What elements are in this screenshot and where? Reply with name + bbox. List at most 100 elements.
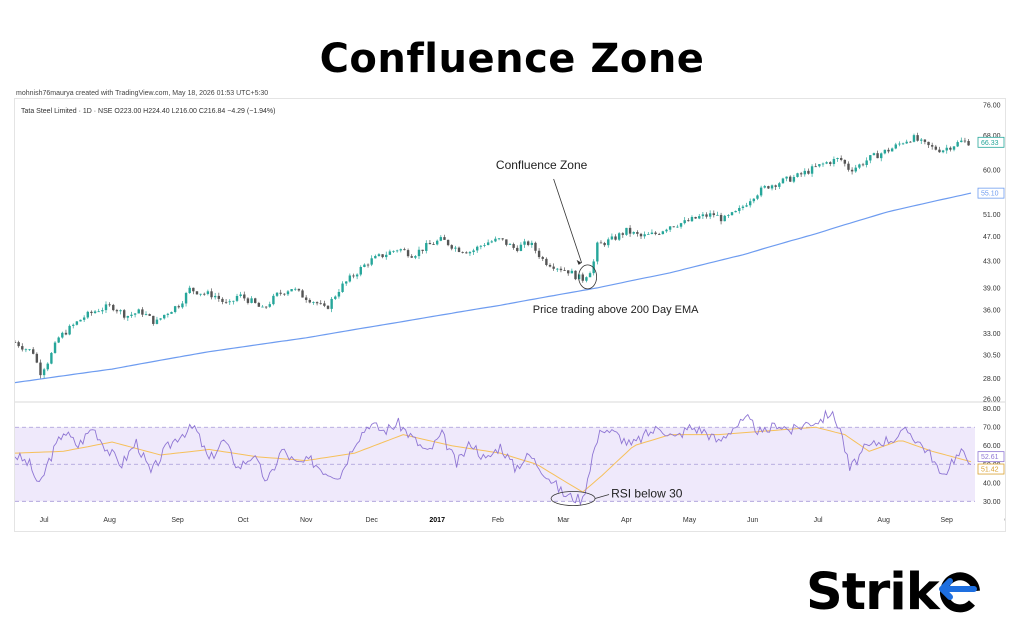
candle	[17, 340, 20, 348]
candle	[217, 292, 221, 302]
candle	[519, 242, 523, 252]
candle-body	[425, 242, 428, 251]
candle-body	[348, 275, 352, 282]
candle-body	[75, 321, 79, 325]
candle-body	[381, 254, 384, 258]
candles-group	[15, 132, 970, 379]
candle-body	[792, 176, 796, 182]
candle-body	[257, 302, 261, 307]
x-tick-label: Feb	[492, 517, 504, 524]
candle-body	[738, 207, 741, 211]
candle-body	[679, 223, 683, 227]
candle-body	[930, 145, 934, 147]
candle-body	[647, 233, 650, 235]
candle-body	[967, 140, 970, 146]
candle	[381, 254, 384, 259]
candle	[963, 137, 967, 143]
candle	[792, 174, 796, 184]
candle-body	[505, 239, 508, 245]
candle	[385, 251, 388, 260]
candle	[850, 167, 854, 175]
candle	[723, 214, 726, 222]
candle	[403, 247, 406, 251]
candle	[246, 297, 250, 305]
candle-body	[432, 244, 435, 245]
candle-body	[636, 232, 639, 234]
candle	[832, 156, 836, 167]
candle-body	[239, 294, 242, 296]
candle-body	[876, 153, 879, 159]
candle	[115, 308, 119, 314]
candle	[523, 238, 526, 248]
candle-body	[188, 287, 191, 293]
last-price-tag: 66.33	[977, 136, 1005, 148]
candle	[687, 218, 690, 222]
candle-body	[730, 212, 734, 216]
x-tick-label: Mar	[557, 517, 570, 524]
candle-body	[279, 292, 282, 294]
candle-body	[421, 249, 424, 251]
candle	[75, 320, 79, 326]
candle-body	[50, 352, 53, 364]
candle	[967, 138, 970, 146]
candle-body	[192, 287, 195, 292]
created-note: mohnish76maurya created with TradingView…	[16, 90, 269, 97]
candle-body	[592, 261, 595, 274]
candle	[184, 291, 188, 307]
rsi-pointer	[594, 494, 610, 499]
candle-body	[672, 226, 675, 228]
ema-line	[15, 192, 972, 384]
candle	[257, 301, 261, 307]
candle	[668, 226, 672, 232]
candle-body	[17, 342, 20, 347]
candle	[254, 297, 257, 304]
candle-body	[57, 337, 60, 343]
rsi-line-group	[15, 409, 972, 507]
candle-body	[370, 258, 373, 265]
candle-body	[516, 247, 519, 251]
candle-body	[301, 290, 304, 298]
candle	[155, 316, 159, 325]
candle	[279, 289, 282, 296]
candle	[927, 141, 930, 149]
candle-body	[104, 304, 108, 311]
candle	[778, 181, 781, 190]
candle-body	[42, 369, 46, 376]
annotations-group: Confluence Zone Price trading above 200 D…	[496, 158, 699, 506]
candle-body	[399, 249, 402, 251]
candle	[789, 175, 792, 183]
candle-body	[847, 163, 850, 170]
candle	[869, 155, 872, 164]
candle-body	[774, 185, 777, 187]
candle-body	[872, 153, 876, 156]
logo-e-icon	[939, 572, 980, 613]
candle	[24, 348, 28, 353]
candle-body	[232, 300, 235, 302]
candle-body	[668, 226, 672, 230]
candle	[829, 161, 832, 167]
candle-body	[454, 247, 457, 249]
candle-body	[745, 205, 748, 207]
candle	[195, 291, 199, 295]
candle-body	[90, 311, 93, 314]
last-price-tag-text: 66.33	[981, 140, 999, 147]
candle-body	[213, 295, 217, 298]
candle-body	[163, 314, 166, 319]
candle-body	[548, 264, 552, 267]
candle-body	[617, 233, 621, 240]
confluence-label: Confluence Zone	[496, 158, 588, 172]
candle-body	[170, 311, 173, 314]
candle-body	[264, 306, 268, 308]
candle	[628, 225, 632, 237]
candle	[374, 254, 377, 259]
candle-body	[184, 292, 188, 304]
chart-svg: 76.0068.0060.0055.0051.0047.0043.0039.00…	[15, 103, 1005, 524]
candle	[68, 324, 71, 336]
candle	[708, 210, 712, 220]
candle-body	[570, 270, 574, 274]
candle	[665, 228, 668, 233]
rsi-line	[15, 409, 972, 507]
candle-body	[410, 256, 413, 258]
candle-body	[388, 251, 392, 255]
candle	[90, 310, 93, 316]
